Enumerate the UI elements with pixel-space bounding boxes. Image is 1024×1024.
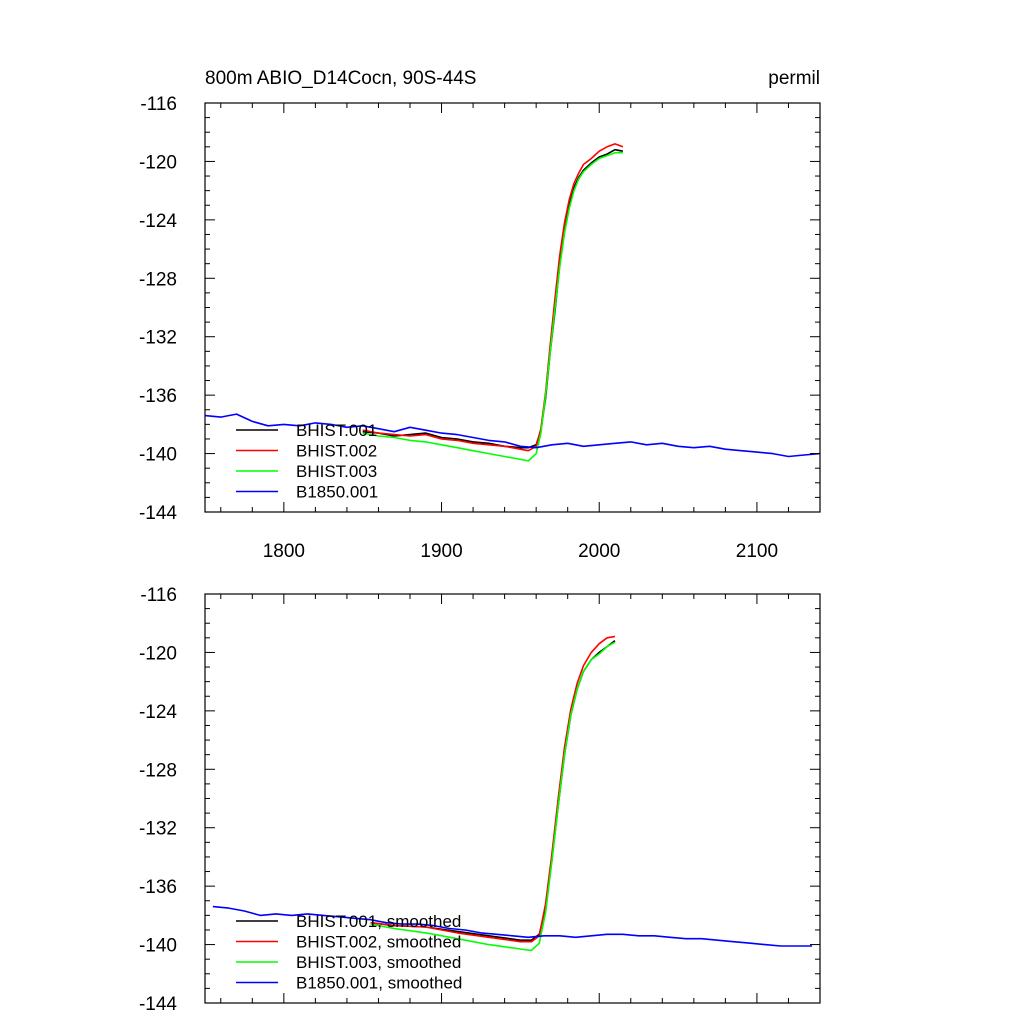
y-tick-label: -116	[140, 94, 177, 115]
x-tick-label: 2000	[578, 541, 620, 562]
y-tick-label: -132	[139, 328, 177, 349]
x-tick-label: 1900	[420, 541, 462, 562]
y-tick-label: -120	[139, 152, 177, 173]
y-tick-label: -124	[139, 702, 177, 723]
y-tick-label: -128	[139, 269, 177, 290]
series-line-0	[362, 148, 624, 449]
legend-label: BHIST.003	[296, 462, 377, 481]
plot-panel-top: -116 -120 -124 -128 -132 -136 -140 -144 1800 1900…	[139, 94, 821, 562]
series-line-1	[370, 635, 616, 943]
y-tick-label: -136	[139, 877, 177, 898]
series-group	[212, 635, 813, 952]
y-tick-label: -116	[140, 585, 177, 606]
series-group	[205, 143, 820, 462]
legend-label: B1850.001, smoothed	[296, 974, 462, 993]
y-tick-label: -140	[139, 445, 177, 466]
series-line-3	[205, 413, 820, 458]
series-line-1	[362, 143, 624, 452]
x-tick-label: 1800	[263, 541, 305, 562]
y-tick-label: -128	[139, 760, 177, 781]
chart-title: 800m ABIO_D14Cocn, 90S-44S	[205, 68, 476, 89]
units-label: permil	[768, 68, 820, 89]
legend-label: BHIST.002, smoothed	[296, 933, 461, 952]
legend-label: B1850.001	[296, 483, 378, 502]
series-line-2	[370, 641, 616, 952]
legend-label: BHIST.001, smoothed	[296, 912, 461, 931]
legend-label: BHIST.001	[296, 421, 377, 440]
y-tick-label: -132	[139, 819, 177, 840]
plot-panel-bottom: -116 -120 -124 -128 -132 -136 -140 -144 BHIST.00…	[139, 585, 821, 1015]
legend-label: BHIST.002	[296, 442, 377, 461]
y-tick-label: -124	[139, 211, 177, 232]
y-tick-label: -136	[139, 386, 177, 407]
x-tick-label: 2100	[736, 541, 778, 562]
legend: BHIST.001, smoothed BHIST.002, smoothedBH…	[236, 912, 462, 993]
series-line-3	[212, 905, 813, 947]
y-tick-label: -140	[139, 936, 177, 957]
y-tick-label: -120	[139, 643, 177, 664]
y-tick-label: -144	[139, 994, 177, 1015]
legend-label: BHIST.003, smoothed	[296, 953, 461, 972]
series-line-2	[362, 151, 623, 462]
y-tick-label: -144	[139, 503, 177, 524]
